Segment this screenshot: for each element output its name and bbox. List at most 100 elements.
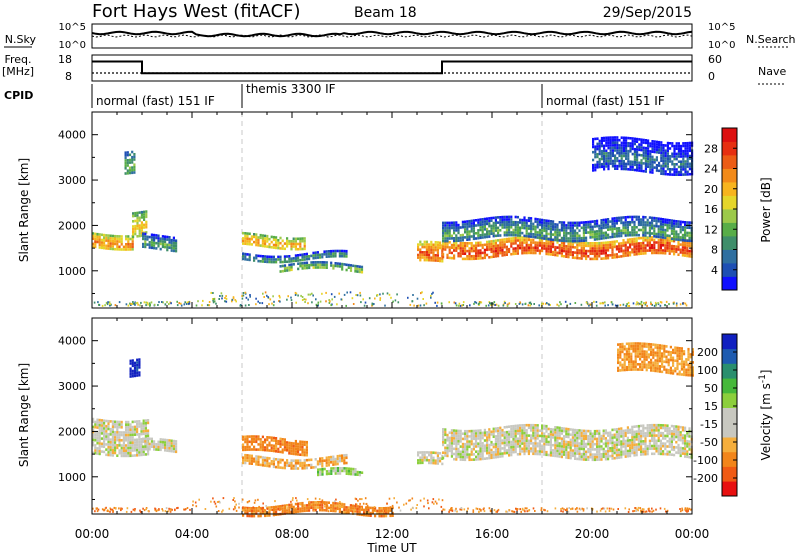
echo-cell bbox=[421, 251, 424, 254]
echo-cell bbox=[651, 160, 654, 164]
echo-cell bbox=[479, 257, 482, 260]
scatter-cell bbox=[685, 304, 688, 307]
echo-cell bbox=[283, 461, 286, 465]
echo-cell bbox=[604, 452, 607, 456]
echo-cell bbox=[658, 164, 661, 167]
echo-cell bbox=[116, 240, 119, 243]
echo-cell bbox=[596, 237, 599, 241]
echo-cell bbox=[505, 231, 508, 234]
echo-cell bbox=[481, 228, 484, 231]
echo-cell bbox=[602, 434, 605, 438]
echo-cell bbox=[655, 222, 658, 225]
echo-cell bbox=[94, 245, 97, 249]
echo-cell bbox=[133, 420, 136, 423]
scatter-cell bbox=[328, 301, 331, 304]
echo-cell bbox=[286, 504, 289, 507]
echo-cell bbox=[131, 171, 134, 175]
echo-cell bbox=[279, 265, 282, 268]
echo-cell bbox=[444, 441, 447, 444]
echo-cell bbox=[312, 266, 315, 269]
echo-band bbox=[129, 358, 141, 378]
echo-cell bbox=[494, 247, 497, 250]
echo-cell bbox=[140, 234, 143, 237]
echo-cell bbox=[468, 455, 471, 459]
echo-cell bbox=[321, 261, 324, 264]
echo-cell bbox=[666, 162, 669, 166]
echo-cell bbox=[492, 242, 495, 245]
echo-cell bbox=[574, 239, 577, 243]
echo-cell bbox=[481, 457, 484, 461]
echo-cell bbox=[659, 241, 662, 244]
echo-cell bbox=[434, 259, 437, 262]
scatter-cell bbox=[170, 302, 172, 305]
echo-cell bbox=[688, 144, 691, 147]
echo-cell bbox=[598, 144, 601, 148]
echo-cell bbox=[261, 239, 264, 243]
echo-cell bbox=[305, 252, 308, 256]
echo-cell bbox=[301, 464, 304, 467]
echo-cell bbox=[499, 444, 502, 448]
echo-cell bbox=[622, 450, 625, 453]
echo-cell bbox=[253, 233, 256, 236]
echo-cell bbox=[605, 136, 608, 140]
scatter-cell bbox=[360, 301, 362, 304]
echo-cell bbox=[658, 151, 661, 154]
echo-cell bbox=[255, 238, 258, 242]
echo-cell bbox=[105, 453, 108, 457]
echo-cell bbox=[503, 218, 506, 221]
echo-cell bbox=[470, 244, 473, 248]
echo-cell bbox=[545, 237, 548, 241]
echo-cell bbox=[624, 216, 627, 219]
echo-cell bbox=[290, 257, 293, 260]
echo-cell bbox=[554, 236, 557, 239]
echo-cell bbox=[261, 456, 264, 459]
echo-cell bbox=[246, 456, 249, 460]
echo-cell bbox=[120, 439, 123, 442]
echo-cell bbox=[631, 152, 634, 156]
scatter-cell bbox=[130, 304, 132, 306]
echo-cell bbox=[436, 462, 439, 465]
echo-cell bbox=[281, 466, 284, 470]
echo-cell bbox=[308, 257, 311, 261]
scatter-cell bbox=[407, 296, 409, 299]
echo-cell bbox=[494, 229, 497, 232]
echo-cell bbox=[523, 452, 526, 456]
echo-cell bbox=[552, 428, 555, 431]
echo-cell bbox=[172, 249, 175, 253]
echo-cell bbox=[618, 227, 621, 230]
echo-cell bbox=[153, 442, 156, 446]
echo-cell bbox=[266, 456, 269, 460]
echo-cell bbox=[505, 438, 508, 442]
echo-cell bbox=[129, 436, 132, 439]
echo-cell bbox=[503, 446, 506, 450]
echo-cell bbox=[565, 432, 568, 436]
echo-cell bbox=[457, 447, 460, 451]
echo-cell bbox=[631, 237, 634, 241]
echo-cell bbox=[301, 509, 304, 513]
echo-cell bbox=[486, 449, 489, 452]
echo-cell bbox=[668, 239, 671, 242]
echo-cell bbox=[657, 246, 660, 250]
scatter-cell bbox=[654, 301, 657, 304]
echo-cell bbox=[622, 144, 625, 147]
echo-cell bbox=[457, 244, 460, 247]
echo-cell bbox=[310, 261, 313, 264]
echo-cell bbox=[527, 251, 530, 255]
echo-cell bbox=[419, 459, 422, 462]
echo-cell bbox=[475, 244, 478, 247]
echo-cell bbox=[288, 257, 291, 261]
scatter-cell bbox=[655, 304, 657, 307]
echo-cell bbox=[668, 249, 671, 253]
echo-cell bbox=[446, 256, 449, 259]
echo-cell bbox=[587, 435, 590, 438]
scatter-cell bbox=[589, 303, 591, 306]
echo-cell bbox=[684, 160, 687, 163]
echo-cell bbox=[477, 434, 480, 438]
echo-cell bbox=[659, 246, 662, 250]
echo-cell bbox=[571, 441, 574, 445]
echo-cell bbox=[620, 429, 623, 433]
echo-cell bbox=[332, 252, 335, 255]
echo-cell bbox=[494, 429, 497, 433]
scatter-cell bbox=[569, 302, 572, 305]
echo-cell bbox=[600, 445, 603, 448]
